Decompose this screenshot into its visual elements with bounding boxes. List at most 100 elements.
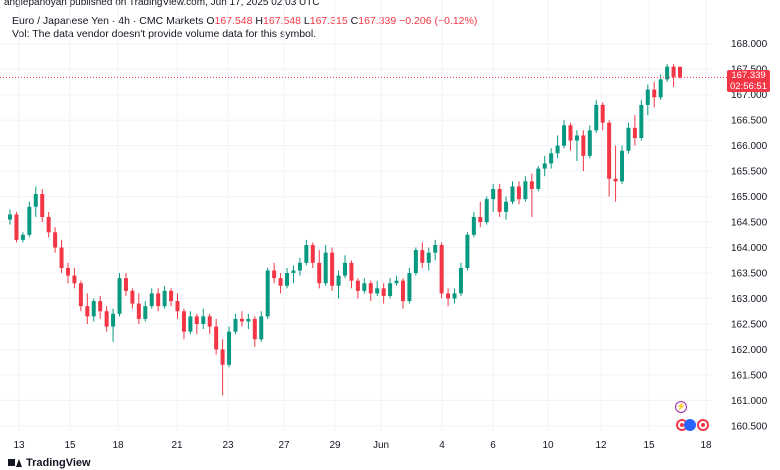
candle-body: [471, 216, 476, 235]
x-tick-label: 23: [222, 440, 234, 451]
candle-body: [478, 216, 483, 223]
symbol-legend: Euro / Japanese Yen · 4h · CMC Markets O…: [12, 15, 477, 27]
x-tick-label: 4: [439, 440, 445, 451]
candle-body: [239, 318, 244, 322]
candle-body: [130, 290, 135, 304]
candle-body: [626, 127, 631, 151]
lightning-event-icon[interactable]: ⚡: [675, 401, 687, 413]
candle-body: [439, 245, 444, 294]
candle-body: [233, 318, 238, 332]
candle-body: [194, 316, 199, 324]
candle-body: [407, 273, 412, 302]
y-tick-label: 167.000: [731, 90, 768, 101]
candle-body: [658, 79, 663, 98]
candle-body: [175, 301, 180, 312]
candle-body: [111, 313, 116, 327]
symbol-name[interactable]: Euro / Japanese Yen · 4h · CMC Markets: [12, 15, 204, 27]
candle-body: [433, 245, 438, 253]
candle-body: [600, 104, 605, 123]
high-value: 167.548: [263, 15, 301, 27]
event-marker-icon[interactable]: [684, 419, 696, 431]
candle-body: [529, 181, 534, 189]
candle-body: [272, 270, 277, 279]
volume-note: Vol: The data vendor doesn't provide vol…: [12, 28, 317, 40]
candle-body: [574, 135, 579, 141]
last-price-tag: 167.339 02:56:51: [727, 70, 770, 93]
candle-body: [362, 283, 367, 291]
candle-body: [484, 199, 489, 223]
candle-body: [8, 214, 12, 220]
time-axis[interactable]: 13 15 18 21 23 27 29 Jun 4 6 10 12 15 18: [13, 440, 712, 451]
candle-body: [297, 262, 302, 271]
candle-body: [465, 234, 470, 268]
candle-body: [201, 316, 206, 324]
candle-body: [227, 331, 232, 365]
candle-body: [510, 186, 515, 202]
x-tick-label: 18: [112, 440, 124, 451]
candle-body: [330, 252, 335, 286]
candle-body: [20, 234, 25, 240]
candle-body: [304, 245, 309, 263]
candle-body: [426, 252, 431, 263]
open-label: O: [206, 15, 215, 27]
x-tick-label: 10: [542, 440, 554, 451]
candle-body: [310, 245, 315, 263]
candle-body: [452, 293, 457, 299]
candle-body: [156, 293, 161, 307]
candle-body: [220, 349, 225, 365]
candle-body: [252, 318, 257, 340]
low-value: 167.315: [309, 15, 348, 27]
candle-body: [104, 311, 109, 327]
candle-body: [78, 283, 83, 307]
x-tick-label: 6: [490, 440, 496, 451]
candle-body: [207, 316, 212, 327]
candle-body: [65, 267, 70, 276]
candle-body: [336, 275, 341, 286]
candle-body: [607, 122, 612, 179]
x-tick-label: 27: [278, 440, 290, 451]
candle-body: [91, 301, 96, 317]
close-label: C: [350, 15, 359, 27]
candle-body: [400, 280, 405, 302]
candles: [0, 64, 727, 396]
candle-body: [162, 290, 167, 307]
y-tick-label: 163.500: [731, 269, 768, 280]
y-tick-label: 162.000: [731, 345, 768, 356]
candle-body: [388, 283, 393, 296]
y-tick-label: 166.500: [731, 116, 768, 127]
footer-brand[interactable]: TradingView: [8, 457, 91, 469]
candle-body: [671, 66, 676, 77]
candle-body: [594, 104, 599, 131]
candle-body: [343, 262, 347, 276]
low-label: L: [303, 15, 310, 27]
x-tick-label: 29: [329, 440, 341, 451]
brand-name: TradingView: [26, 457, 91, 469]
y-tick-label: 164.500: [731, 218, 768, 229]
candle-body: [323, 252, 328, 284]
event-marker-icon[interactable]: [697, 419, 709, 431]
y-tick-label: 167.500: [731, 65, 768, 76]
candle-body: [143, 306, 148, 319]
candle-body: [14, 214, 19, 240]
candle-body: [562, 125, 567, 146]
candle-body: [181, 311, 186, 332]
y-tick-label: 166.000: [731, 141, 768, 152]
candle-body: [368, 283, 373, 294]
candle-body: [33, 194, 38, 207]
candle-body: [645, 89, 650, 105]
y-tick-label: 165.500: [731, 167, 768, 178]
publish-info: anglepanoyan published on TradingView.co…: [4, 0, 320, 8]
candle-body: [27, 206, 32, 235]
candle-body: [375, 288, 380, 294]
candle-body: [568, 125, 573, 141]
bar-countdown: 02:56:51: [730, 81, 767, 93]
candle-body: [355, 280, 360, 291]
price-axis[interactable]: 168.000 167.500 167.000 166.500 166.000 165.5…: [731, 39, 768, 432]
candle-body: [46, 216, 51, 233]
y-tick-label: 160.500: [731, 421, 768, 432]
candle-body: [285, 273, 290, 286]
candle-body: [136, 303, 141, 319]
candle-body: [581, 135, 586, 156]
x-tick-label: 21: [171, 440, 183, 451]
